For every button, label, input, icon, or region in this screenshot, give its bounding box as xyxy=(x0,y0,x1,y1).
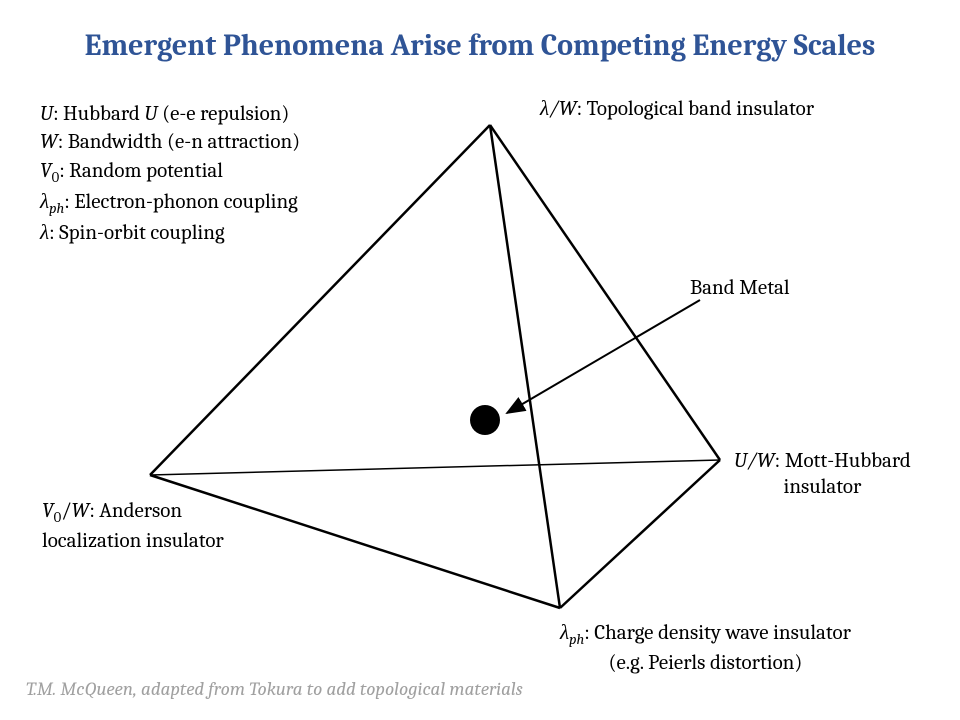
vertex-label-left: V0/W: Andersonlocalization insulator xyxy=(42,498,224,554)
tetrahedron-diagram xyxy=(0,0,960,720)
center-dot xyxy=(470,405,500,435)
attribution-text: T.M. McQueen, adapted from Tokura to add… xyxy=(26,678,523,700)
vertex-label-bottom: λph: Charge density wave insulator(e.g. … xyxy=(560,620,851,676)
center-dot-label: Band Metal xyxy=(690,275,790,301)
center-arrow xyxy=(507,300,700,413)
vertex-label-right: U/W: Mott-Hubbardinsulator xyxy=(734,448,911,501)
vertex-label-top: λ/W: Topological band insulator xyxy=(540,96,814,122)
